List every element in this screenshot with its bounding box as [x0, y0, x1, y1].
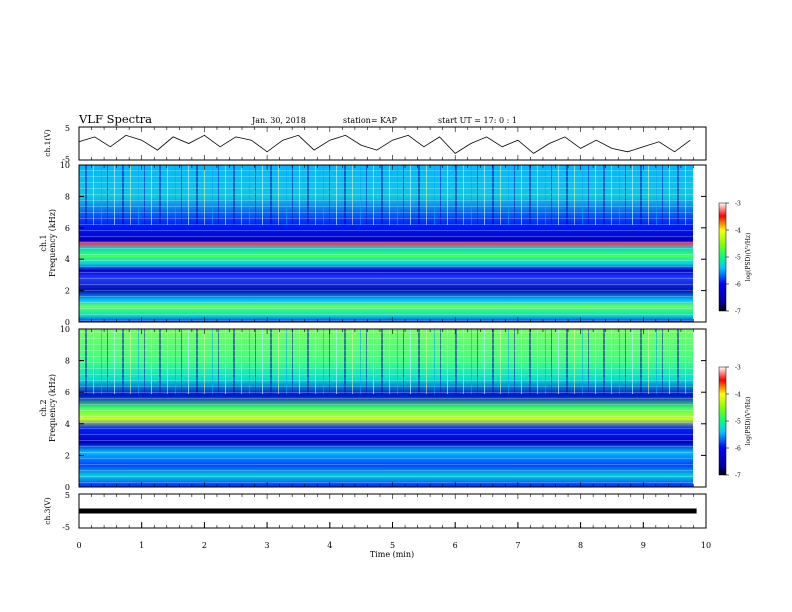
frequency-tick-label: 4: [65, 420, 70, 429]
colorbar-tick-label: -6: [735, 446, 741, 453]
frequency-tick-label: 8: [65, 357, 70, 366]
time-tick-label: 4: [327, 541, 332, 550]
ch2-spectrogram-lines: [79, 329, 693, 487]
ch3-ytick-top: 5: [65, 491, 70, 500]
colorbar-tick-label: -6: [735, 282, 741, 289]
ch1-ylabel: ch.1(V): [43, 129, 52, 157]
frequency-tick-label: 0: [65, 483, 70, 492]
colorbar-tick-label: -3: [735, 365, 741, 372]
time-tick-label: 6: [453, 541, 458, 550]
colorbar-tick-label: -4: [735, 228, 741, 235]
frequency-tick-label: 4: [65, 255, 70, 264]
ch1-ytick-top: 5: [65, 124, 70, 133]
time-tick-label: 1: [139, 541, 144, 550]
time-tick-label: 3: [265, 541, 270, 550]
frequency-tick-label: 6: [65, 388, 70, 397]
ch3-waveform-panel: 5 -5 ch.3(V) 0 1 2 3 4 5 6 7 8 9 10 Time (min): [43, 127, 711, 559]
ch2-colorbar-ticks: -3 -4 -5 -6 -7: [726, 365, 741, 480]
colorbar-tick-label: -5: [735, 419, 741, 426]
frequency-tick-label: 6: [65, 224, 70, 233]
colorbar-tick-label: -3: [735, 201, 741, 208]
ch1-colorbar-ticks: -3 -4 -5 -6 -7: [726, 201, 741, 316]
colorbar-tick-label: -5: [735, 255, 741, 262]
time-tick-label: 0: [76, 541, 81, 550]
time-tick-label: 2: [202, 541, 207, 550]
colorbar-tick-label: -4: [735, 392, 741, 399]
ch1-colorbar-label: log(PSD)(V²/Hz): [745, 233, 752, 282]
frequency-tick-label: 10: [60, 325, 70, 334]
ch2-spec-ylabel: ch.2: [39, 399, 48, 416]
frequency-tick-label: 8: [65, 192, 70, 201]
time-tick-label: 5: [390, 541, 395, 550]
time-axis: 0 1 2 3 4 5 6 7 8 9 10: [76, 127, 711, 550]
frequency-tick-label: 0: [65, 318, 70, 327]
figure-title: VLF Spectra: [78, 112, 152, 126]
frequency-tick-label: 10: [60, 161, 70, 170]
ch1-colorbar: [718, 202, 727, 312]
ch2-spec-ylabel-frequency: Frequency (kHz): [48, 374, 57, 442]
time-tick-label: 8: [578, 541, 583, 550]
ch1-spec-ylabel: ch.1: [39, 234, 48, 251]
colorbar-tick-label: -7: [735, 309, 741, 316]
ch1-frequency-ticks: 0 2 4 6 8 10: [60, 161, 706, 327]
ch1-waveform-line: [78, 134, 691, 154]
ch3-ylabel: ch.3(V): [43, 497, 52, 525]
colorbar-tick-label: -7: [735, 473, 741, 480]
ch3-ytick-bottom: -5: [62, 523, 70, 532]
ch1-waveform-panel: 5 -5 ch.1(V): [43, 124, 707, 164]
time-tick-label: 7: [515, 541, 520, 550]
time-tick-label: 9: [641, 541, 646, 550]
ch2-colorbar: [718, 366, 727, 476]
frequency-tick-label: 2: [65, 287, 70, 296]
ch2-colorbar-label: log(PSD)(V²/Hz): [745, 397, 752, 446]
date-label: Jan. 30, 2018: [251, 116, 306, 125]
start-time-label: start UT = 17: 0 : 1: [438, 116, 517, 125]
station-label: station= KAP: [343, 116, 398, 125]
ch2-frequency-ticks: 0 2 4 6 8 10: [60, 325, 706, 492]
time-axis-label: Time (min): [370, 550, 414, 559]
ch1-spectrogram-lines: [79, 165, 693, 322]
frequency-tick-label: 2: [65, 451, 70, 460]
time-tick-label: 10: [701, 541, 711, 550]
ch1-ytick-bottom: -5: [62, 155, 70, 164]
ch1-spec-ylabel-frequency: Frequency (kHz): [48, 209, 57, 277]
